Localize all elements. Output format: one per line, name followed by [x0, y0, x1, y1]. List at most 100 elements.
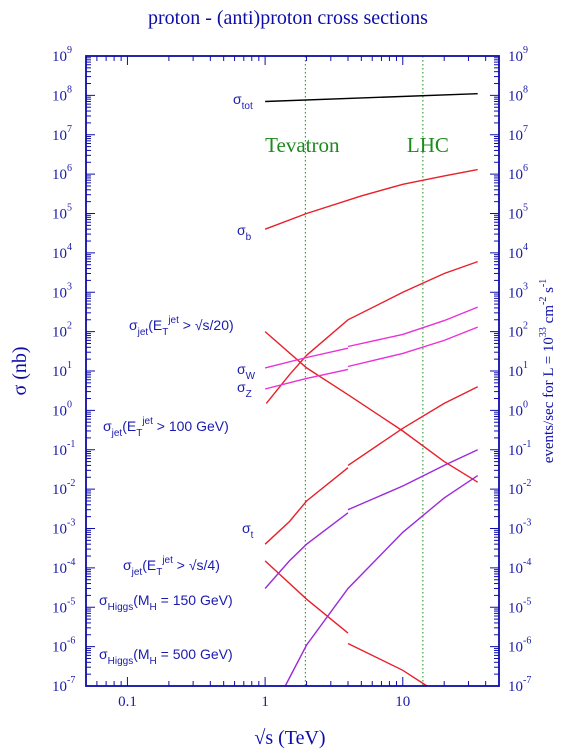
y-tick-label-right: 10-7 [508, 675, 531, 695]
label-text-2: = 500 GeV) [157, 646, 233, 662]
label-text-2: = 150 GeV) [157, 592, 233, 608]
y-tick-exponent: 5 [67, 203, 72, 214]
y-tick-base: 10 [52, 600, 67, 616]
machine-label-tevatron: Tevatron [265, 133, 340, 157]
y-tick-base: 10 [508, 482, 523, 498]
series-t-segment-2 [347, 386, 479, 466]
y-tick-exponent: 1 [523, 360, 528, 371]
label-superscript: jet [161, 555, 173, 566]
label-symbol: σ [129, 317, 138, 333]
y-tick-label-left: 106 [52, 163, 72, 183]
y-axis-label-left: σ (nb) [9, 346, 31, 395]
y-tick-label-right: 10-2 [508, 478, 531, 498]
y-tick-base: 10 [508, 285, 523, 301]
y-tick-base: 10 [52, 522, 67, 538]
label-subscript: tot [242, 101, 253, 112]
x-tick-label: 0.1 [118, 694, 137, 710]
series-lines [264, 93, 479, 687]
y-tick-base: 10 [52, 561, 67, 577]
y-tick-exponent: 1 [67, 360, 72, 371]
y-tick-exponent: 7 [523, 124, 528, 135]
series-W-segment-2 [347, 306, 478, 348]
series-label-H500: σHiggs(MH = 500 GeV) [99, 646, 233, 667]
y-tick-exponent: 3 [523, 281, 528, 292]
y-tick-base: 10 [52, 128, 67, 144]
series-jet_s4-segment-2 [347, 642, 428, 687]
x-tick-label: 1 [261, 694, 269, 710]
label-subscript-2: T [136, 428, 142, 439]
y-tick-exponent: 8 [523, 84, 528, 95]
y-tick-exponent: 4 [67, 242, 72, 253]
y-tick-base: 10 [508, 561, 523, 577]
y-tick-label-right: 108 [508, 84, 528, 104]
x-axis-label: √s (TeV) [254, 727, 325, 749]
series-tot-segment-1 [265, 93, 478, 103]
series-H500-segment-1 [284, 475, 479, 687]
y-tick-label-left: 107 [52, 124, 72, 144]
y-tick-label-left: 100 [52, 399, 72, 419]
y-tick-label-left: 101 [52, 360, 72, 380]
series-jet_s4-segment-1 [264, 560, 349, 634]
y-tick-base: 10 [508, 522, 523, 538]
series-t-segment-1 [264, 467, 349, 545]
series-jet_s20-segment-1 [264, 331, 349, 396]
label-subscript-2: H [150, 602, 157, 613]
y-tick-base: 10 [508, 128, 523, 144]
y-tick-label-right: 103 [508, 281, 528, 301]
y-tick-base: 10 [52, 167, 67, 183]
label-superscript: jet [141, 416, 153, 427]
y-tick-label-left: 10-3 [52, 518, 75, 538]
y-tick-exponent: 0 [67, 399, 72, 410]
label-text-2: > √s/4) [173, 557, 220, 573]
label-subscript: Z [246, 389, 252, 400]
y-tick-exponent: 4 [523, 242, 528, 253]
label-text: (M [133, 646, 149, 662]
y-tick-label-left: 10-5 [52, 596, 75, 616]
y-tick-base: 10 [508, 640, 523, 656]
y-tick-exponent: -7 [67, 675, 75, 686]
y-tick-exponent: 6 [523, 163, 528, 174]
label-text-2: > 100 GeV) [153, 418, 229, 434]
y-tick-base: 10 [52, 49, 67, 65]
y-tick-base: 10 [52, 364, 67, 380]
y-tick-exponent: 9 [523, 45, 528, 56]
y-tick-base: 10 [508, 443, 523, 459]
label-symbol: σ [99, 592, 108, 608]
label-symbol: σ [233, 91, 242, 107]
y-tick-label-left: 10-1 [52, 439, 75, 459]
y-tick-base: 10 [508, 403, 523, 419]
label-subscript-2: H [150, 656, 157, 667]
series-label-H150: σHiggs(MH = 150 GeV) [99, 592, 233, 613]
y-tick-exponent: -7 [523, 675, 531, 686]
y-tick-base: 10 [52, 246, 67, 262]
y-tick-label-left: 109 [52, 45, 72, 65]
chart-title: proton - (anti)proton cross sections [148, 7, 428, 29]
y-tick-exponent: -5 [67, 596, 75, 607]
y-tick-label-left: 104 [52, 242, 72, 262]
y-tick-label-left: 108 [52, 84, 72, 104]
label-subscript: W [246, 371, 256, 382]
y-tick-base: 10 [508, 167, 523, 183]
y-tick-label-left: 102 [52, 321, 72, 341]
series-b-segment-1 [264, 168, 478, 230]
y-axis-label-right: events/sec for L = 1033 cm-2 s-1 [538, 279, 557, 464]
label-symbol: σ [103, 418, 112, 434]
y-tick-base: 10 [52, 482, 67, 498]
y-tick-base: 10 [52, 207, 67, 223]
y-tick-exponent: 6 [67, 163, 72, 174]
y-tick-label-right: 104 [508, 242, 528, 262]
y-tick-exponent: -3 [67, 518, 75, 529]
y-tick-exponent: -6 [523, 636, 531, 647]
y-tick-base: 10 [52, 640, 67, 656]
label-symbol: σ [237, 222, 246, 238]
label-subscript-2: T [156, 567, 162, 578]
y-tick-exponent: -4 [67, 557, 75, 568]
label-subscript: Higgs [108, 656, 134, 667]
label-symbol: σ [123, 557, 132, 573]
label-text: (E [148, 317, 162, 333]
y-tick-exponent: -2 [523, 478, 531, 489]
y-tick-base: 10 [52, 403, 67, 419]
y-tick-base: 10 [52, 285, 67, 301]
y-tick-base: 10 [508, 246, 523, 262]
